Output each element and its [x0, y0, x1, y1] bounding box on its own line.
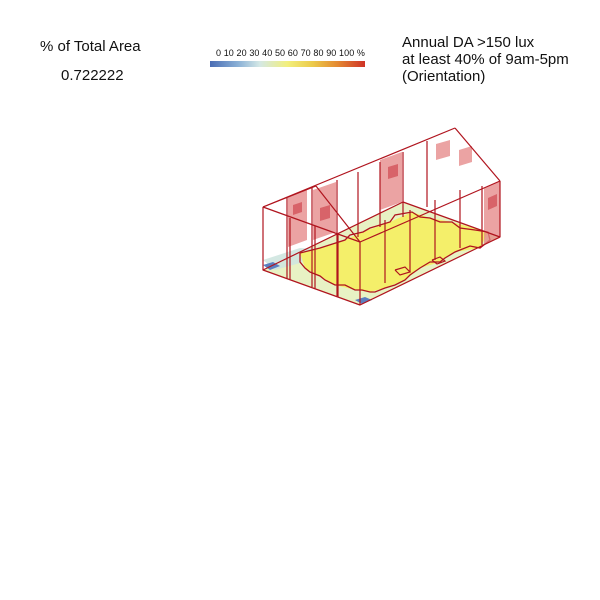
- floor-heatmap: [263, 202, 500, 305]
- legend-tick-labels: 0 10 20 30 40 50 60 70 80 90 100 %: [216, 48, 366, 58]
- legend-color-bar: [210, 61, 365, 67]
- gable-left: [262, 185, 317, 208]
- window-front-mid: [380, 152, 402, 210]
- pane-2: [320, 205, 330, 221]
- title-line-3: (Orientation): [402, 68, 486, 85]
- window-back-1: [436, 140, 450, 160]
- window-back-2: [459, 146, 472, 166]
- roof-back-edge: [359, 180, 501, 243]
- floor-yellow-zone: [300, 212, 488, 292]
- window-panes: [293, 164, 497, 221]
- title-line-1: Annual DA >150 lux: [402, 34, 535, 51]
- title-line-2: at least 40% of 9am-5pm: [402, 51, 569, 68]
- gable-right-front: [454, 127, 501, 182]
- window-right-side: [484, 181, 500, 245]
- analysis-title: Annual DA >150 lux at least 40% of 9am-5…: [402, 34, 569, 85]
- metric-label: % of Total Area: [40, 38, 141, 55]
- pane-1: [293, 202, 302, 215]
- floor-blue-patch-bottom: [355, 297, 372, 304]
- pane-3: [388, 164, 398, 179]
- floor-contour-island-2: [431, 256, 447, 265]
- wireframe: [262, 127, 501, 306]
- floor-contour: [299, 211, 491, 293]
- metric-value: 0.722222: [61, 67, 124, 84]
- pane-4: [488, 194, 497, 210]
- window-front-left-1: [288, 190, 307, 247]
- gable-left-slope: [315, 185, 361, 243]
